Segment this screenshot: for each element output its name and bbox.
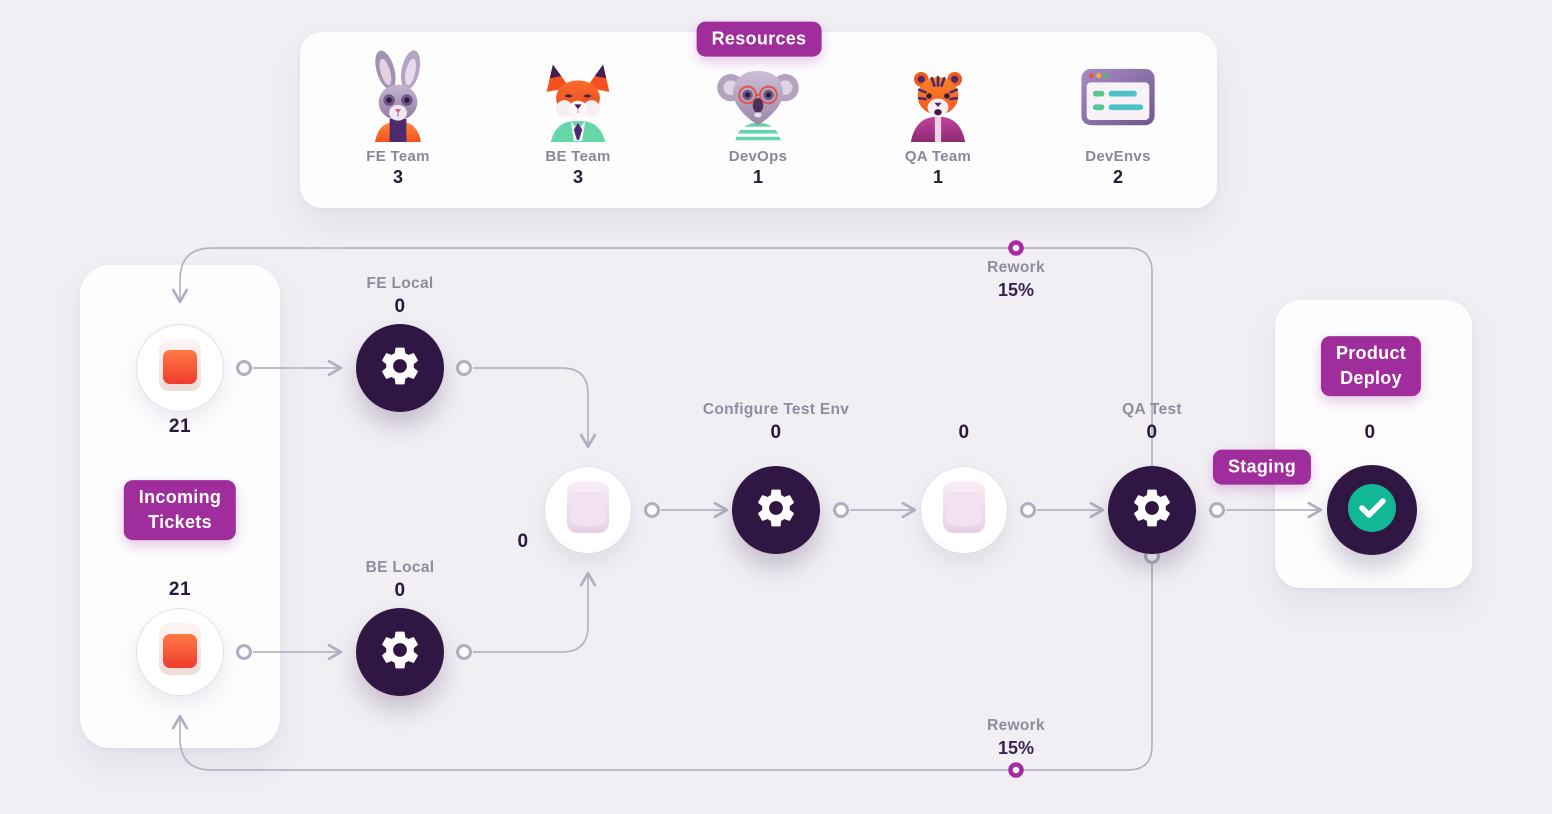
tiger-avatar xyxy=(873,46,1003,142)
resource-be-team[interactable]: BE Team 3 xyxy=(513,46,643,188)
resource-devops[interactable]: DevOps 1 xyxy=(693,46,823,188)
be-local-node[interactable] xyxy=(356,608,444,696)
ticket-bucket-icon xyxy=(158,339,202,397)
resource-label: FE Team xyxy=(366,148,430,165)
incoming-bottom-queue[interactable] xyxy=(136,608,224,696)
port-dot xyxy=(456,360,472,376)
staging-badge[interactable]: Staging xyxy=(1212,449,1312,485)
incoming-tickets-badge[interactable]: Incoming Tickets xyxy=(123,480,237,540)
configure-test-env-count: 0 xyxy=(770,422,782,443)
resource-count: 1 xyxy=(752,167,763,187)
gear-icon xyxy=(753,485,799,536)
product-deploy-badge-line1: Product xyxy=(1335,343,1407,364)
rabbit-avatar xyxy=(333,46,463,142)
port-dot xyxy=(456,644,472,660)
resource-count: 3 xyxy=(572,167,583,187)
qa-test-node[interactable] xyxy=(1108,466,1196,554)
port-dot xyxy=(1020,502,1036,518)
resources-badge[interactable]: Resources xyxy=(696,21,822,57)
koala-avatar xyxy=(693,46,823,142)
port-dot xyxy=(1209,502,1225,518)
rework-top-label: Rework xyxy=(987,259,1045,276)
incoming-badge-line1: Incoming xyxy=(138,487,222,508)
resource-devenvs[interactable]: DevEnvs 2 xyxy=(1053,46,1183,188)
merge-queue-count: 0 xyxy=(517,531,529,552)
staged-queue-count: 0 xyxy=(958,422,970,443)
edge-belocal-mergequeue xyxy=(473,571,597,653)
configure-test-env-label: Configure Test Env xyxy=(702,401,850,418)
resource-label: DevOps xyxy=(728,148,788,165)
browser-window-icon xyxy=(1053,46,1183,142)
resource-count: 3 xyxy=(392,167,403,187)
product-deploy-node[interactable] xyxy=(1327,465,1417,555)
resource-label: QA Team xyxy=(904,148,972,165)
rework-bottom-label: Rework xyxy=(987,717,1045,734)
qa-test-label: QA Test xyxy=(1122,401,1182,418)
merge-queue-node[interactable] xyxy=(544,466,632,554)
incoming-bottom-count: 21 xyxy=(168,579,192,600)
qa-test-count: 0 xyxy=(1146,422,1158,443)
fe-local-node[interactable] xyxy=(356,324,444,412)
incoming-top-queue[interactable] xyxy=(136,324,224,412)
rework-top-dot xyxy=(1008,240,1024,256)
rework-bottom-dot xyxy=(1008,762,1024,778)
be-local-count: 0 xyxy=(394,580,406,601)
fe-local-count: 0 xyxy=(394,296,406,317)
empty-bucket-icon xyxy=(566,481,610,539)
gear-icon xyxy=(377,627,423,678)
check-icon xyxy=(1327,463,1417,558)
ticket-bucket-icon xyxy=(158,623,202,681)
resource-label: DevEnvs xyxy=(1085,148,1151,165)
configure-test-env-node[interactable] xyxy=(732,466,820,554)
incoming-badge-line2: Tickets xyxy=(148,512,212,532)
resources-badge-label: Resources xyxy=(711,28,807,49)
resource-qa-team[interactable]: QA Team 1 xyxy=(873,46,1003,188)
staging-badge-label: Staging xyxy=(1227,456,1297,477)
incoming-top-count: 21 xyxy=(168,416,192,437)
product-deploy-badge[interactable]: Product Deploy xyxy=(1320,336,1422,396)
resource-label: BE Team xyxy=(545,148,611,165)
port-dot xyxy=(833,502,849,518)
resource-count: 2 xyxy=(1112,167,1123,187)
resource-count: 1 xyxy=(932,167,943,187)
resource-fe-team[interactable]: FE Team 3 xyxy=(333,46,463,188)
empty-bucket-icon xyxy=(942,481,986,539)
staged-queue-node[interactable] xyxy=(920,466,1008,554)
fe-local-label: FE Local xyxy=(366,275,434,292)
product-deploy-count: 0 xyxy=(1364,422,1376,443)
be-local-label: BE Local xyxy=(365,559,435,576)
gear-icon xyxy=(1129,485,1175,536)
edge-felocal-mergequeue xyxy=(473,367,597,449)
product-deploy-badge-line2: Deploy xyxy=(1340,368,1402,388)
rework-bottom-value[interactable]: 15% xyxy=(997,738,1035,758)
rework-top-value[interactable]: 15% xyxy=(997,280,1035,300)
fox-avatar xyxy=(513,46,643,142)
port-dot xyxy=(644,502,660,518)
gear-icon xyxy=(377,343,423,394)
